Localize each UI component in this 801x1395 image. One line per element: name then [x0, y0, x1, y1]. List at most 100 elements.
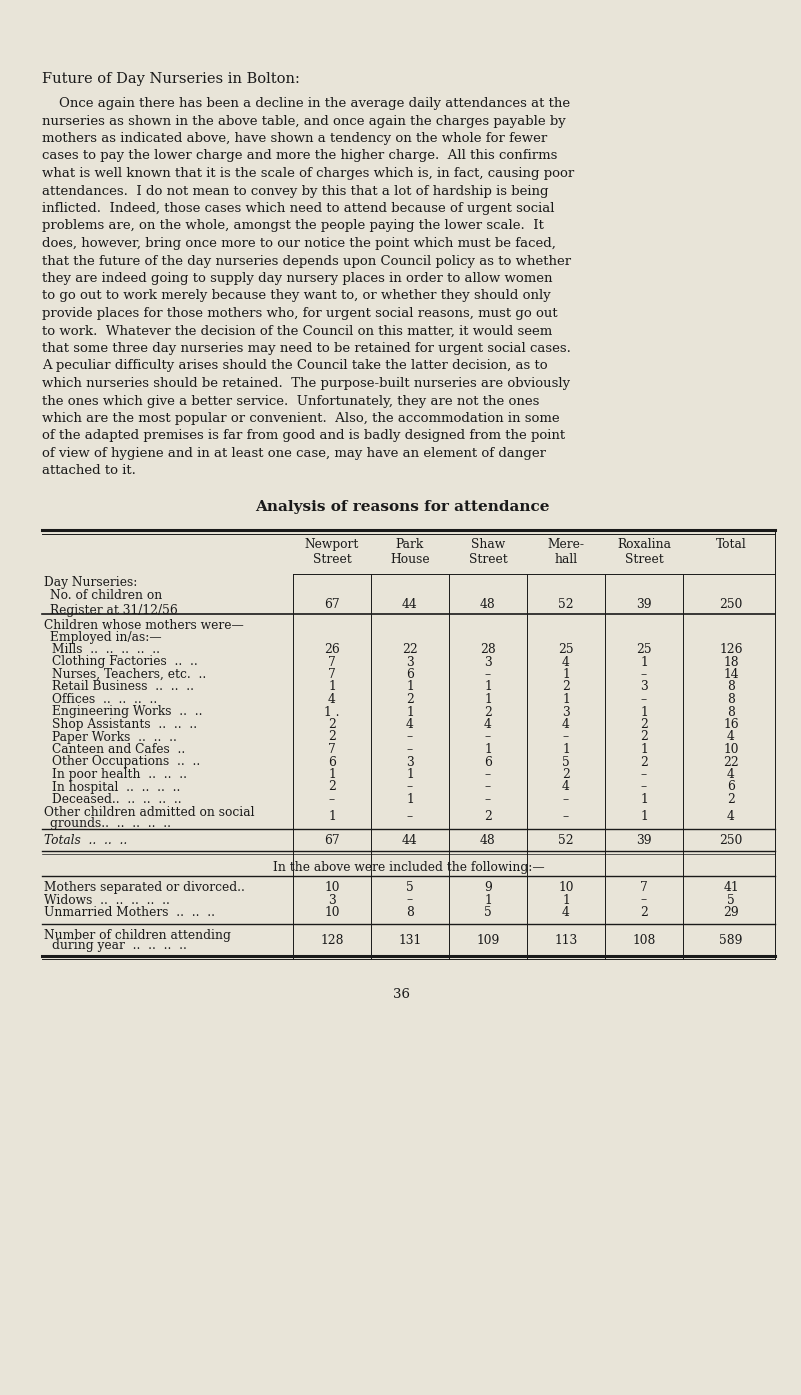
Text: 128: 128	[320, 935, 344, 947]
Text: 22: 22	[723, 756, 739, 769]
Text: 8: 8	[727, 681, 735, 693]
Text: Clothing Factories  ..  ..: Clothing Factories .. ..	[52, 656, 198, 668]
Text: that the future of the day nurseries depends upon Council policy as to whether: that the future of the day nurseries dep…	[42, 254, 571, 268]
Text: 126: 126	[719, 643, 743, 656]
Text: grounds..  ..  ..  ..  ..: grounds.. .. .. .. ..	[50, 816, 171, 830]
Text: 10: 10	[558, 882, 574, 894]
Text: 52: 52	[558, 598, 574, 611]
Text: attendances.  I do not mean to convey by this that a lot of hardship is being: attendances. I do not mean to convey by …	[42, 184, 549, 198]
Text: –: –	[485, 780, 491, 794]
Text: Mills  ..  ..  ..  ..  ..: Mills .. .. .. .. ..	[52, 643, 160, 656]
Text: –: –	[407, 780, 413, 794]
Text: 1: 1	[328, 769, 336, 781]
Text: –: –	[563, 792, 569, 806]
Text: 1: 1	[484, 744, 492, 756]
Text: which are the most popular or convenient.  Also, the accommodation in some: which are the most popular or convenient…	[42, 412, 560, 425]
Text: 108: 108	[632, 935, 656, 947]
Text: 10: 10	[723, 744, 739, 756]
Text: 4: 4	[727, 769, 735, 781]
Text: 7: 7	[328, 656, 336, 668]
Text: –: –	[641, 894, 647, 907]
Text: –: –	[641, 668, 647, 681]
Text: problems are, on the whole, amongst the people paying the lower scale.  It: problems are, on the whole, amongst the …	[42, 219, 544, 233]
Text: 3: 3	[640, 681, 648, 693]
Text: 4: 4	[328, 693, 336, 706]
Text: Unmarried Mothers  ..  ..  ..: Unmarried Mothers .. .. ..	[44, 905, 215, 919]
Text: –: –	[641, 780, 647, 794]
Text: –: –	[407, 810, 413, 823]
Text: Total: Total	[715, 538, 747, 551]
Text: –: –	[485, 769, 491, 781]
Text: 10: 10	[324, 905, 340, 919]
Text: 1: 1	[640, 656, 648, 668]
Text: Other Occupations  ..  ..: Other Occupations .. ..	[52, 756, 200, 769]
Text: 10: 10	[324, 882, 340, 894]
Text: they are indeed going to supply day nursery places in order to allow women: they are indeed going to supply day nurs…	[42, 272, 553, 285]
Text: cases to pay the lower charge and more the higher charge.  All this confirms: cases to pay the lower charge and more t…	[42, 149, 557, 162]
Text: 1: 1	[484, 681, 492, 693]
Text: Retail Business  ..  ..  ..: Retail Business .. .. ..	[52, 681, 194, 693]
Text: 4: 4	[562, 905, 570, 919]
Text: 1: 1	[640, 706, 648, 718]
Text: 4: 4	[484, 718, 492, 731]
Text: Shop Assistants  ..  ..  ..: Shop Assistants .. .. ..	[52, 718, 197, 731]
Text: 6: 6	[484, 756, 492, 769]
Text: 2: 2	[727, 792, 735, 806]
Text: 5: 5	[727, 894, 735, 907]
Text: Paper Works  ..  ..  ..: Paper Works .. .. ..	[52, 731, 177, 744]
Text: Canteen and Cafes  ..: Canteen and Cafes ..	[52, 744, 185, 756]
Text: Number of children attending: Number of children attending	[44, 929, 231, 942]
Text: 1: 1	[406, 769, 414, 781]
Text: 113: 113	[554, 935, 578, 947]
Text: 2: 2	[640, 756, 648, 769]
Text: 250: 250	[719, 598, 743, 611]
Text: 67: 67	[324, 834, 340, 847]
Text: 3: 3	[484, 656, 492, 668]
Text: 44: 44	[402, 834, 418, 847]
Text: Widows  ..  ..  ..  ..  ..: Widows .. .. .. .. ..	[44, 894, 170, 907]
Text: 18: 18	[723, 656, 739, 668]
Text: 2: 2	[562, 769, 570, 781]
Text: 25: 25	[636, 643, 652, 656]
Text: 22: 22	[402, 643, 418, 656]
Text: 250: 250	[719, 834, 743, 847]
Text: Deceased..  ..  ..  ..  ..: Deceased.. .. .. .. ..	[52, 792, 182, 806]
Text: Roxalina
Street: Roxalina Street	[617, 538, 671, 566]
Text: 589: 589	[719, 935, 743, 947]
Text: 2: 2	[328, 731, 336, 744]
Text: –: –	[641, 693, 647, 706]
Text: inflicted.  Indeed, those cases which need to attend because of urgent social: inflicted. Indeed, those cases which nee…	[42, 202, 554, 215]
Text: 2: 2	[484, 706, 492, 718]
Text: 8: 8	[406, 905, 414, 919]
Text: 1: 1	[640, 792, 648, 806]
Text: –: –	[407, 894, 413, 907]
Text: –: –	[563, 810, 569, 823]
Text: 4: 4	[727, 731, 735, 744]
Text: Nurses, Teachers, etc.  ..: Nurses, Teachers, etc. ..	[52, 668, 206, 681]
Text: –: –	[485, 731, 491, 744]
Text: 1: 1	[328, 810, 336, 823]
Text: 7: 7	[328, 744, 336, 756]
Text: In the above were included the following:—: In the above were included the following…	[272, 861, 545, 875]
Text: 6: 6	[727, 780, 735, 794]
Text: Park
House: Park House	[390, 538, 430, 566]
Text: 1: 1	[406, 681, 414, 693]
Text: 3: 3	[562, 706, 570, 718]
Text: the ones which give a better service.  Unfortunately, they are not the ones: the ones which give a better service. Un…	[42, 395, 539, 407]
Text: 48: 48	[480, 834, 496, 847]
Text: 1: 1	[484, 894, 492, 907]
Text: 1: 1	[328, 681, 336, 693]
Text: Once again there has been a decline in the average daily attendances at the: Once again there has been a decline in t…	[42, 98, 570, 110]
Text: –: –	[407, 731, 413, 744]
Text: No. of children on
Register at 31/12/56: No. of children on Register at 31/12/56	[50, 589, 178, 617]
Text: Newport
Street: Newport Street	[305, 538, 359, 566]
Text: Employed in/as:—: Employed in/as:—	[50, 631, 162, 644]
Text: 3: 3	[328, 894, 336, 907]
Text: 6: 6	[406, 668, 414, 681]
Text: to go out to work merely because they want to, or whether they should only: to go out to work merely because they wa…	[42, 290, 551, 303]
Text: 2: 2	[640, 731, 648, 744]
Text: 14: 14	[723, 668, 739, 681]
Text: 4: 4	[562, 718, 570, 731]
Text: 48: 48	[480, 598, 496, 611]
Text: Mere-
hall: Mere- hall	[548, 538, 585, 566]
